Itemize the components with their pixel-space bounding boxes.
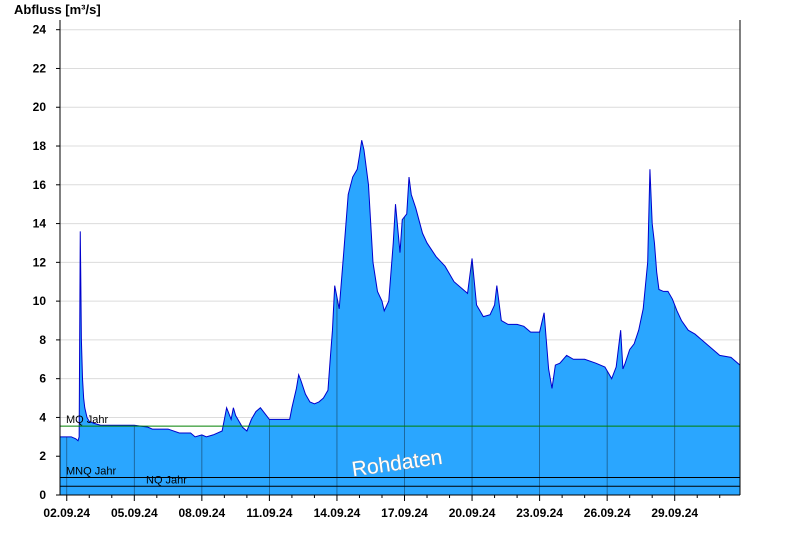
y-tick-label: 12 (33, 255, 47, 269)
reference-lines: MQ Jahr MNQ Jahr NQ Jahr (60, 414, 740, 487)
x-tick-label: 11.09.24 (246, 506, 292, 520)
y-tick-label: 10 (33, 294, 47, 308)
y-axis-title: Abfluss [m³/s] (14, 2, 101, 17)
y-tick-label: 20 (33, 100, 47, 114)
y-tick-label: 18 (33, 139, 47, 153)
y-tick-label: 4 (39, 410, 46, 424)
x-tick-label: 02.09.24 (43, 506, 90, 520)
y-tick-label: 6 (39, 372, 46, 386)
discharge-area (60, 140, 740, 495)
x-tick-label: 08.09.24 (178, 506, 225, 520)
y-tick-label: 24 (33, 23, 47, 37)
x-tick-label: 20.09.24 (449, 506, 496, 520)
x-tick-label: 23.09.24 (516, 506, 563, 520)
x-tick-label: 14.09.24 (314, 506, 361, 520)
day-separator-lines (66, 216, 676, 495)
y-tick-label: 22 (33, 61, 47, 75)
y-tick-label: 0 (39, 488, 46, 502)
plot-area: MQ Jahr MNQ Jahr NQ Jahr (60, 140, 741, 495)
reference-line-label: MNQ Jahr (66, 466, 116, 478)
y-tick-label: 8 (39, 333, 46, 347)
y-tick-label: 14 (33, 217, 47, 231)
x-tick-label: 29.09.24 (651, 506, 698, 520)
y-tick-label: 2 (39, 449, 46, 463)
y-tick-label: 16 (33, 178, 47, 192)
x-tick-label: 26.09.24 (584, 506, 631, 520)
x-tick-label: 05.09.24 (111, 506, 158, 520)
reference-line-label: NQ Jahr (146, 474, 187, 486)
discharge-line (60, 140, 741, 442)
x-tick-label: 17.09.24 (381, 506, 428, 520)
reference-line-label: MQ Jahr (66, 414, 109, 426)
